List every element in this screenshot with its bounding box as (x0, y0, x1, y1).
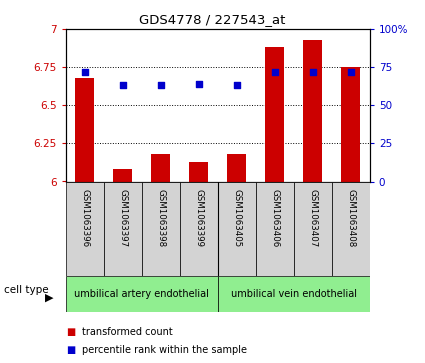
Bar (113, 169, 132, 182)
Text: GSM1063398: GSM1063398 (156, 189, 165, 247)
Bar (218, 276, 370, 312)
Text: GSM1063405: GSM1063405 (232, 189, 241, 247)
Bar (151, 154, 170, 182)
Text: GSM1063407: GSM1063407 (308, 189, 317, 247)
Point (157, 82, 164, 88)
Text: ■: ■ (66, 345, 75, 355)
Text: GSM1063397: GSM1063397 (118, 189, 127, 247)
Bar (66, 276, 218, 312)
Bar (218, 182, 256, 276)
Text: GSM1063406: GSM1063406 (270, 189, 279, 247)
Point (233, 82, 240, 88)
Bar (189, 162, 208, 182)
Point (309, 69, 316, 75)
Text: umbilical artery endothelial: umbilical artery endothelial (74, 289, 209, 299)
Text: umbilical vein endothelial: umbilical vein endothelial (231, 289, 357, 299)
Text: GSM1063396: GSM1063396 (80, 189, 89, 247)
Point (119, 82, 126, 88)
Point (82, 69, 88, 75)
Point (196, 81, 202, 87)
Text: GDS4778 / 227543_at: GDS4778 / 227543_at (139, 13, 286, 26)
Bar (180, 182, 218, 276)
Bar (75, 78, 94, 182)
Text: GSM1063408: GSM1063408 (346, 189, 355, 247)
Bar (227, 154, 246, 182)
Bar (332, 182, 370, 276)
Bar (341, 67, 360, 182)
Point (347, 69, 354, 75)
Bar (66, 182, 104, 276)
Text: GSM1063399: GSM1063399 (194, 189, 203, 247)
Bar (303, 40, 322, 182)
Bar (142, 182, 180, 276)
Bar (265, 47, 284, 182)
Point (272, 69, 278, 75)
Bar (256, 182, 294, 276)
Text: ■: ■ (66, 327, 75, 337)
Bar (294, 182, 332, 276)
Text: ▶: ▶ (45, 293, 53, 303)
Text: percentile rank within the sample: percentile rank within the sample (82, 345, 247, 355)
Text: cell type: cell type (4, 285, 49, 295)
Bar (104, 182, 142, 276)
Text: transformed count: transformed count (82, 327, 173, 337)
